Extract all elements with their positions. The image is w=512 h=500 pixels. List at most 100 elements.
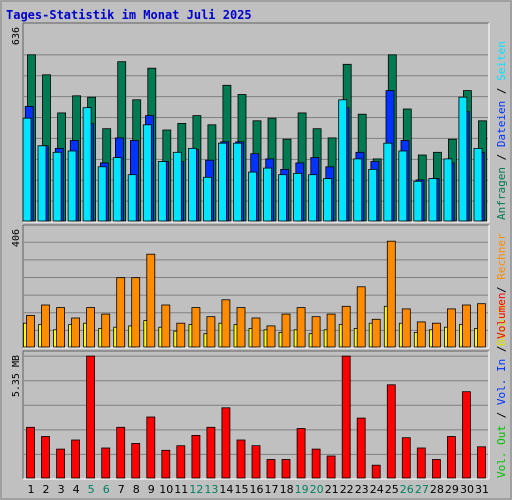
bar-rechner-day-24	[371, 318, 381, 348]
side-legend-item: Besuche	[495, 300, 508, 346]
bar-rechner-day-21	[326, 313, 336, 348]
bar-rechner-day-27	[416, 321, 426, 348]
bar-rechner-day-26	[401, 308, 411, 348]
bar-seiten-day-23	[353, 158, 363, 222]
bar-volumen-day-21	[326, 455, 336, 479]
x-tick-day-6: 6	[103, 483, 110, 496]
x-tick-day-13: 13	[204, 483, 218, 496]
side-legend-item: Vol. Out	[495, 425, 508, 478]
bar-volumen-day-2	[41, 436, 50, 479]
side-legend-separator: /	[495, 405, 508, 425]
bar-volumen-day-22	[341, 355, 351, 479]
bar-volumen-day-13	[206, 426, 216, 479]
bar-rechner-day-31	[477, 303, 486, 348]
bar-rechner-day-9	[146, 253, 156, 348]
bar-seiten-day-22	[338, 99, 348, 222]
bar-volumen-day-9	[146, 416, 156, 479]
bar-seiten-day-28	[428, 178, 438, 222]
bar-volumen-day-24	[371, 464, 381, 479]
bar-seiten-day-18	[278, 174, 287, 222]
side-legend-item: Volumen	[495, 293, 508, 339]
bar-rechner-day-23	[356, 286, 366, 348]
bar-seiten-day-7	[112, 157, 122, 222]
bar-rechner-day-30	[461, 304, 471, 348]
bar-seiten-day-27	[413, 180, 423, 222]
bar-volumen-day-4	[71, 439, 80, 479]
x-tick-day-17: 17	[265, 483, 279, 496]
side-legend-item: Seiten	[495, 41, 508, 81]
bar-seiten-day-3	[52, 151, 62, 222]
side-legend-item: Vol. In	[495, 359, 508, 405]
x-tick-day-27: 27	[415, 483, 429, 496]
bar-volumen-day-23	[356, 417, 366, 479]
side-legend-item: Dateien	[495, 101, 508, 147]
side-legend-item: Rechner	[495, 233, 508, 280]
bar-rechner-day-18	[281, 313, 291, 348]
bar-volumen-day-10	[161, 449, 171, 479]
bar-seiten-day-9	[142, 124, 152, 222]
bar-volumen-day-29	[446, 436, 456, 479]
bar-volumen-day-7	[116, 426, 126, 479]
bar-rechner-day-8	[131, 277, 141, 348]
bar-seiten-day-21	[323, 178, 333, 222]
x-tick-day-18: 18	[280, 483, 294, 496]
y-unit-volume: MB	[11, 355, 22, 373]
bar-volumen-day-26	[401, 437, 411, 479]
bar-rechner-day-7	[116, 277, 126, 348]
bar-rechner-day-22	[341, 305, 351, 348]
side-legend-top: Anfragen / Dateien / Seiten	[495, 41, 508, 220]
x-tick-day-2: 2	[43, 483, 50, 496]
bar-volumen-day-25	[386, 384, 396, 479]
x-tick-day-20: 20	[310, 483, 324, 496]
x-tick-day-19: 19	[295, 483, 309, 496]
x-tick-day-5: 5	[88, 483, 95, 496]
x-tick-day-23: 23	[355, 483, 369, 496]
x-tick-day-8: 8	[133, 483, 140, 496]
bar-rechner-day-14	[221, 299, 231, 348]
side-legend-separator: /	[495, 81, 508, 101]
x-tick-day-1: 1	[28, 483, 35, 496]
side-legend-bottom: Vol. Out / Vol. In / Volumen	[495, 293, 508, 478]
bar-rechner-day-6	[101, 313, 111, 348]
bar-seiten-day-25	[383, 142, 393, 222]
bar-rechner-day-19	[296, 307, 306, 348]
bar-rechner-day-17	[266, 325, 276, 348]
x-tick-day-26: 26	[400, 483, 414, 496]
bar-seiten-day-24	[368, 168, 378, 222]
bar-volumen-day-19	[296, 428, 306, 479]
side-legend-separator: /	[495, 147, 508, 167]
bar-rechner-day-5	[86, 307, 95, 348]
x-tick-day-16: 16	[250, 483, 264, 496]
bar-seiten-day-15	[233, 142, 242, 222]
y-max-value-volume: 5.35	[11, 373, 22, 397]
x-tick-day-11: 11	[174, 483, 188, 496]
bar-seiten-day-11	[172, 151, 182, 222]
bar-rechner-day-15	[236, 307, 246, 348]
x-tick-day-28: 28	[430, 483, 444, 496]
bar-seiten-day-17	[263, 167, 272, 222]
x-tick-day-24: 24	[370, 483, 384, 496]
bar-seiten-day-5	[82, 107, 92, 222]
bar-volumen-day-18	[281, 459, 291, 479]
bar-volumen-day-5	[86, 355, 95, 479]
y-max-label-requests: 636	[11, 27, 22, 45]
bar-seiten-day-26	[398, 150, 408, 222]
bar-volumen-day-31	[477, 446, 486, 479]
bar-volumen-day-30	[461, 391, 471, 479]
bar-seiten-day-14	[217, 142, 227, 222]
bar-rechner-day-11	[176, 322, 186, 348]
bar-seiten-day-16	[248, 171, 257, 222]
bar-volumen-day-17	[266, 459, 276, 479]
bar-seiten-day-10	[157, 161, 167, 222]
bar-volumen-day-27	[416, 447, 426, 479]
bar-rechner-day-10	[161, 304, 171, 348]
bar-seiten-day-8	[127, 174, 137, 222]
bar-rechner-day-16	[251, 317, 261, 348]
x-tick-day-3: 3	[58, 483, 65, 496]
bar-rechner-day-12	[191, 307, 201, 348]
bar-rechner-day-1	[26, 314, 35, 348]
bar-volumen-day-28	[431, 459, 441, 479]
bar-seiten-day-30	[458, 96, 468, 222]
